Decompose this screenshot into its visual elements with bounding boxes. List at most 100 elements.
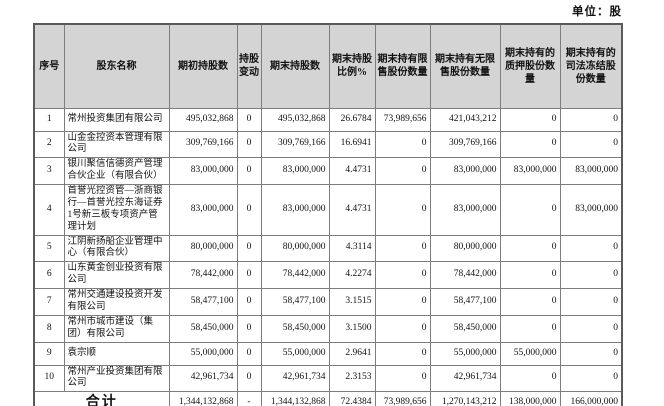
restricted-shares-cell: 0 <box>374 234 431 263</box>
restricted-shares-cell: 0 <box>374 261 431 289</box>
total-end-shares-cell: 1,344,132,868 <box>260 391 330 406</box>
shareholder-name-cell: 常州交通建设投资开发有限公司 <box>63 288 170 316</box>
table-header-row: 序号 股东名称 期初持股数 持股变动 期末持股数 期末持股比例% 期末持有限售股… <box>33 23 623 109</box>
begin-shares-cell: 55,000,000 <box>168 341 238 366</box>
begin-shares-cell: 80,000,000 <box>168 234 238 263</box>
pledged-shares-cell: 0 <box>499 314 561 343</box>
table-row: 5 江阴新扬船企业管理中心（有限合伙） 80,000,000 0 80,000,000 4… <box>33 234 623 263</box>
total-pct-cell: 72.4384 <box>328 391 376 406</box>
pct-cell: 4.4731 <box>328 157 376 185</box>
table-row: 9 袁宗顺 55,000,000 0 55,000,000 2.9641 0 55,000,0… <box>33 341 623 366</box>
end-shares-cell: 83,000,000 <box>260 157 330 185</box>
column-header-index: 序号 <box>33 23 65 109</box>
pct-cell: 2.3153 <box>328 364 376 393</box>
pledged-shares-cell: 0 <box>499 107 561 132</box>
change-cell: 0 <box>236 130 262 159</box>
begin-shares-cell: 58,450,000 <box>168 314 238 343</box>
shareholder-name-cell: 袁宗顺 <box>63 341 170 366</box>
frozen-shares-cell: 83,000,000 <box>559 157 623 185</box>
total-begin-shares-cell: 1,344,132,868 <box>168 391 238 406</box>
begin-shares-cell: 83,000,000 <box>168 157 238 185</box>
frozen-shares-cell: 0 <box>559 261 623 289</box>
total-restricted-shares-cell: 73,989,656 <box>374 391 431 406</box>
restricted-shares-cell: 0 <box>374 157 431 185</box>
row-index-cell: 7 <box>33 288 65 316</box>
change-cell: 0 <box>236 261 262 289</box>
row-index-cell: 1 <box>33 107 65 132</box>
pct-cell: 4.2274 <box>328 261 376 289</box>
column-header-end-shares: 期末持股数 <box>260 23 330 109</box>
restricted-shares-cell: 73,989,656 <box>374 107 431 132</box>
row-index-cell: 3 <box>33 157 65 185</box>
begin-shares-cell: 78,442,000 <box>168 261 238 289</box>
end-shares-cell: 78,442,000 <box>260 261 330 289</box>
total-label-cell: 合计 <box>33 391 170 406</box>
shareholder-name-cell: 山金金控资本管理有限公司 <box>63 130 170 159</box>
frozen-shares-cell: 0 <box>559 107 623 132</box>
unit-label: 单位：股 <box>572 6 622 18</box>
total-pledged-shares-cell: 138,000,000 <box>499 391 561 406</box>
pledged-shares-cell: 0 <box>499 288 561 316</box>
table-row: 4 首誉光控资管—浙商银行—首誉光控东海证券1号新三板专项资产管理计划 83,000… <box>33 184 623 236</box>
shareholder-name-cell: 银川聚信信德资产管理合伙企业（有限合伙） <box>63 157 170 185</box>
table-row: 7 常州交通建设投资开发有限公司 58,477,100 0 58,477,100 3.15… <box>33 288 623 316</box>
row-index-cell: 6 <box>33 261 65 289</box>
column-header-end-pct: 期末持股比例% <box>328 23 376 109</box>
restricted-shares-cell: 0 <box>374 364 431 393</box>
shareholder-name-cell: 首誉光控资管—浙商银行—首誉光控东海证券1号新三板专项资产管理计划 <box>63 184 170 236</box>
column-header-frozen-shares: 期末持有的司法冻结股份数量 <box>559 23 623 109</box>
unrestricted-shares-cell: 309,769,166 <box>429 130 501 159</box>
begin-shares-cell: 58,477,100 <box>168 288 238 316</box>
pct-cell: 4.3114 <box>328 234 376 263</box>
change-cell: 0 <box>236 364 262 393</box>
change-cell: 0 <box>236 288 262 316</box>
restricted-shares-cell: 0 <box>374 184 431 236</box>
end-shares-cell: 58,450,000 <box>260 314 330 343</box>
frozen-shares-cell: 0 <box>559 288 623 316</box>
end-shares-cell: 80,000,000 <box>260 234 330 263</box>
frozen-shares-cell: 0 <box>559 314 623 343</box>
unrestricted-shares-cell: 80,000,000 <box>429 234 501 263</box>
end-shares-cell: 83,000,000 <box>260 184 330 236</box>
shareholder-name-cell: 常州市城市建设（集团）有限公司 <box>63 314 170 343</box>
row-index-cell: 8 <box>33 314 65 343</box>
unrestricted-shares-cell: 421,043,212 <box>429 107 501 132</box>
pct-cell: 16.6941 <box>328 130 376 159</box>
column-header-change: 持股变动 <box>236 23 262 109</box>
pct-cell: 2.9641 <box>328 341 376 366</box>
restricted-shares-cell: 0 <box>374 288 431 316</box>
frozen-shares-cell: 0 <box>559 130 623 159</box>
unrestricted-shares-cell: 58,477,100 <box>429 288 501 316</box>
pledged-shares-cell: 55,000,000 <box>499 341 561 366</box>
pct-cell: 4.4731 <box>328 184 376 236</box>
total-row: 合计 1,344,132,868 - 1,344,132,868 72.4384… <box>33 391 623 406</box>
begin-shares-cell: 495,032,868 <box>168 107 238 132</box>
shareholder-name-cell: 江阴新扬船企业管理中心（有限合伙） <box>63 234 170 263</box>
unrestricted-shares-cell: 83,000,000 <box>429 157 501 185</box>
end-shares-cell: 58,477,100 <box>260 288 330 316</box>
row-index-cell: 4 <box>33 184 65 236</box>
table-row: 6 山东黄金创业投资有限公司 78,442,000 0 78,442,000 4.2274… <box>33 261 623 289</box>
shareholders-table: 序号 股东名称 期初持股数 持股变动 期末持股数 期末持股比例% 期末持有限售股… <box>33 23 623 406</box>
begin-shares-cell: 309,769,166 <box>168 130 238 159</box>
unrestricted-shares-cell: 78,442,000 <box>429 261 501 289</box>
restricted-shares-cell: 0 <box>374 341 431 366</box>
unrestricted-shares-cell: 42,961,734 <box>429 364 501 393</box>
frozen-shares-cell: 0 <box>559 364 623 393</box>
begin-shares-cell: 42,961,734 <box>168 364 238 393</box>
column-header-restricted-shares: 期末持有限售股份数量 <box>374 23 431 109</box>
change-cell: 0 <box>236 107 262 132</box>
change-cell: 0 <box>236 314 262 343</box>
table-row: 2 山金金控资本管理有限公司 309,769,166 0 309,769,166 16.6… <box>33 130 623 159</box>
pct-cell: 3.1500 <box>328 314 376 343</box>
restricted-shares-cell: 0 <box>374 314 431 343</box>
column-header-pledged-shares: 期末持有的质押股份数量 <box>499 23 561 109</box>
row-index-cell: 5 <box>33 234 65 263</box>
change-cell: 0 <box>236 157 262 185</box>
pct-cell: 3.1515 <box>328 288 376 316</box>
end-shares-cell: 309,769,166 <box>260 130 330 159</box>
shareholder-name-cell: 山东黄金创业投资有限公司 <box>63 261 170 289</box>
total-frozen-shares-cell: 166,000,000 <box>559 391 623 406</box>
end-shares-cell: 495,032,868 <box>260 107 330 132</box>
change-cell: 0 <box>236 234 262 263</box>
